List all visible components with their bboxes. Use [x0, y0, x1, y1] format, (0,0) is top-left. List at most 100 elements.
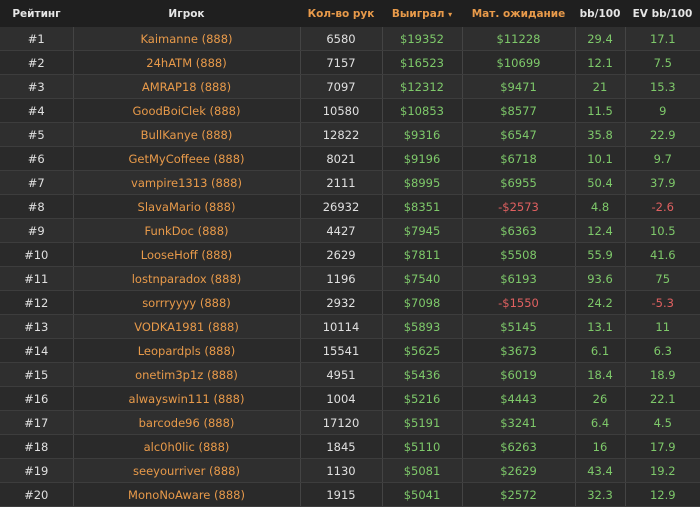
- ev-cell: $6263: [462, 434, 576, 459]
- ev-cell: $6718: [462, 146, 576, 171]
- player-link[interactable]: GetMyCoffeee (888): [73, 146, 301, 171]
- col-rank-header[interactable]: Рейтинг: [0, 0, 73, 27]
- table-row: #17 barcode96 (888) 17120 $5191 $3241 6.4 4.5: [0, 410, 700, 435]
- bb100-cell: 16: [575, 434, 626, 459]
- player-link[interactable]: vampire1313 (888): [73, 170, 301, 195]
- evbb100-cell: 18.9: [625, 362, 700, 387]
- rank-cell: #1: [0, 27, 74, 51]
- header-row: Рейтинг Игрок Кол-во рук Выиграл ▾ Мат. …: [0, 0, 700, 27]
- table-row: #14 Leopardpls (888) 15541 $5625 $3673 6.1 6.3: [0, 338, 700, 363]
- evbb100-cell: 7.5: [625, 50, 700, 75]
- col-evbb100-header[interactable]: EV bb/100: [625, 0, 700, 27]
- rank-cell: #19: [0, 458, 74, 483]
- evbb100-cell: 37.9: [625, 170, 700, 195]
- bb100-cell: 35.8: [575, 122, 626, 147]
- table-row: #16 alwayswin111 (888) 1004 $5216 $4443 26 22.…: [0, 386, 700, 411]
- won-cell: $9196: [382, 146, 463, 171]
- evbb100-cell: -5.3: [625, 290, 700, 315]
- evbb100-cell: 4.5: [625, 410, 700, 435]
- player-link[interactable]: LooseHoff (888): [73, 242, 301, 267]
- hands-cell: 1845: [300, 434, 383, 459]
- evbb100-cell: 6.3: [625, 338, 700, 363]
- player-link[interactable]: onetim3p1z (888): [73, 362, 301, 387]
- player-link[interactable]: barcode96 (888): [73, 410, 301, 435]
- player-link[interactable]: Leopardpls (888): [73, 338, 301, 363]
- ev-cell: $5508: [462, 242, 576, 267]
- player-link[interactable]: BullKanye (888): [73, 122, 301, 147]
- rank-cell: #11: [0, 266, 74, 291]
- rank-cell: #12: [0, 290, 74, 315]
- bb100-cell: 13.1: [575, 314, 626, 339]
- evbb100-cell: 9: [625, 98, 700, 123]
- ev-cell: $11228: [462, 27, 576, 51]
- col-won-header[interactable]: Выиграл ▾: [382, 0, 462, 27]
- rank-cell: #15: [0, 362, 74, 387]
- ev-cell: -$2573: [462, 194, 576, 219]
- ev-cell: $3673: [462, 338, 576, 363]
- col-player-header[interactable]: Игрок: [73, 0, 300, 27]
- won-cell: $5081: [382, 458, 463, 483]
- bb100-cell: 12.4: [575, 218, 626, 243]
- player-link[interactable]: GoodBoiClek (888): [73, 98, 301, 123]
- won-cell: $5110: [382, 434, 463, 459]
- player-link[interactable]: seeyourriver (888): [73, 458, 301, 483]
- table-row: #18 alc0h0lic (888) 1845 $5110 $6263 16 17.9: [0, 434, 700, 459]
- evbb100-cell: 17.1: [625, 27, 700, 51]
- rank-cell: #4: [0, 98, 74, 123]
- rank-cell: #18: [0, 434, 74, 459]
- hands-cell: 15541: [300, 338, 383, 363]
- player-link[interactable]: sorrryyyy (888): [73, 290, 301, 315]
- won-cell: $16523: [382, 50, 463, 75]
- table-body: #1 Kaimanne (888) 6580 $19352 $11228 29.4 17.1…: [0, 27, 700, 507]
- hands-cell: 2111: [300, 170, 383, 195]
- player-link[interactable]: 24hATM (888): [73, 50, 301, 75]
- won-cell: $5625: [382, 338, 463, 363]
- player-link[interactable]: alwayswin111 (888): [73, 386, 301, 411]
- evbb100-cell: 75: [625, 266, 700, 291]
- rank-cell: #7: [0, 170, 74, 195]
- table-row: #1 Kaimanne (888) 6580 $19352 $11228 29.4 17.1: [0, 27, 700, 51]
- col-won-label: Выиграл: [391, 7, 445, 20]
- table-row: #15 onetim3p1z (888) 4951 $5436 $6019 18.4 18.…: [0, 362, 700, 387]
- ev-cell: $6193: [462, 266, 576, 291]
- player-link[interactable]: lostnparadox (888): [73, 266, 301, 291]
- hands-cell: 7097: [300, 74, 383, 99]
- ev-cell: $4443: [462, 386, 576, 411]
- bb100-cell: 43.4: [575, 458, 626, 483]
- player-link[interactable]: SlavaMario (888): [73, 194, 301, 219]
- hands-cell: 4951: [300, 362, 383, 387]
- player-link[interactable]: FunkDoc (888): [73, 218, 301, 243]
- hands-cell: 1130: [300, 458, 383, 483]
- ev-cell: $5145: [462, 314, 576, 339]
- player-link[interactable]: AMRAP18 (888): [73, 74, 301, 99]
- player-link[interactable]: Kaimanne (888): [73, 27, 301, 51]
- won-cell: $10853: [382, 98, 463, 123]
- evbb100-cell: 19.2: [625, 458, 700, 483]
- evbb100-cell: 41.6: [625, 242, 700, 267]
- player-link[interactable]: VODKA1981 (888): [73, 314, 301, 339]
- col-ev-header[interactable]: Мат. ожидание: [462, 0, 575, 27]
- table-row: #13 VODKA1981 (888) 10114 $5893 $5145 13.1 11: [0, 314, 700, 339]
- rank-cell: #17: [0, 410, 74, 435]
- won-cell: $19352: [382, 27, 463, 51]
- evbb100-cell: 11: [625, 314, 700, 339]
- hands-cell: 6580: [300, 27, 383, 51]
- hands-cell: 7157: [300, 50, 383, 75]
- won-cell: $12312: [382, 74, 463, 99]
- ev-cell: $2629: [462, 458, 576, 483]
- bb100-cell: 6.1: [575, 338, 626, 363]
- col-hands-header[interactable]: Кол-во рук: [300, 0, 382, 27]
- bb100-cell: 21: [575, 74, 626, 99]
- won-cell: $5216: [382, 386, 463, 411]
- hands-cell: 12822: [300, 122, 383, 147]
- hands-cell: 4427: [300, 218, 383, 243]
- evbb100-cell: 17.9: [625, 434, 700, 459]
- bb100-cell: 6.4: [575, 410, 626, 435]
- col-bb100-header[interactable]: bb/100: [575, 0, 625, 27]
- rank-cell: #14: [0, 338, 74, 363]
- hands-cell: 8021: [300, 146, 383, 171]
- table-row: #10 LooseHoff (888) 2629 $7811 $5508 55.9 41.6: [0, 242, 700, 267]
- hands-cell: 26932: [300, 194, 383, 219]
- player-link[interactable]: alc0h0lic (888): [73, 434, 301, 459]
- bb100-cell: 29.4: [575, 27, 626, 51]
